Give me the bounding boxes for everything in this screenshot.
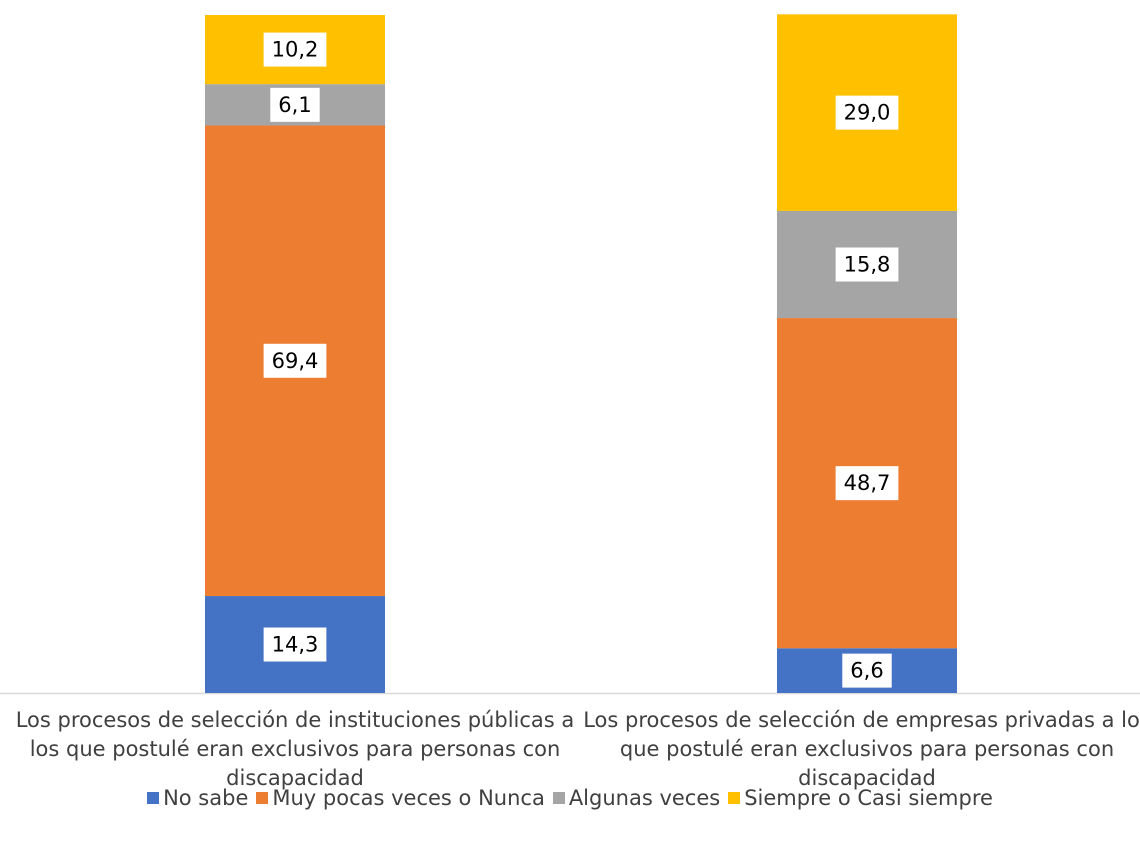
data-label: 15,8 [844,253,891,277]
data-label: 6,1 [278,93,311,117]
x-tick-label: Los procesos de selección de institucion… [15,708,575,790]
data-label-bg [263,343,327,378]
legend-item: Algunas veces [552,786,721,810]
x-tick-label: Los procesos de selección de empresas pr… [583,708,1140,790]
data-label: 6,6 [850,659,883,683]
data-label-bg [270,87,320,122]
legend-item: No sabe [147,786,248,810]
legend-swatch [147,792,160,804]
legend-label: Algunas veces [568,786,721,810]
legend-item: Siempre o Casi siempre [728,786,993,810]
data-label-bg [835,247,899,282]
data-label: 69,4 [272,349,319,373]
data-label-bg [835,466,899,501]
legend-swatch [256,792,269,804]
data-label: 10,2 [272,38,319,62]
legend-label: Muy pocas veces o Nunca [272,786,545,810]
legend-swatch [728,792,741,804]
legend-label: No sabe [163,786,249,810]
legend-item: Muy pocas veces o Nunca [256,786,545,810]
data-label-bg [263,627,327,662]
legend-swatch [552,792,565,804]
data-label: 29,0 [844,101,891,125]
data-label: 14,3 [272,633,319,657]
data-label-bg [835,95,899,130]
legend: No sabe Muy pocas veces o Nunca Algunas ve… [0,786,1140,810]
data-label-bg [263,32,327,67]
data-label-bg [842,653,892,688]
data-label: 48,7 [844,471,891,495]
legend-label: Siempre o Casi siempre [744,786,993,810]
